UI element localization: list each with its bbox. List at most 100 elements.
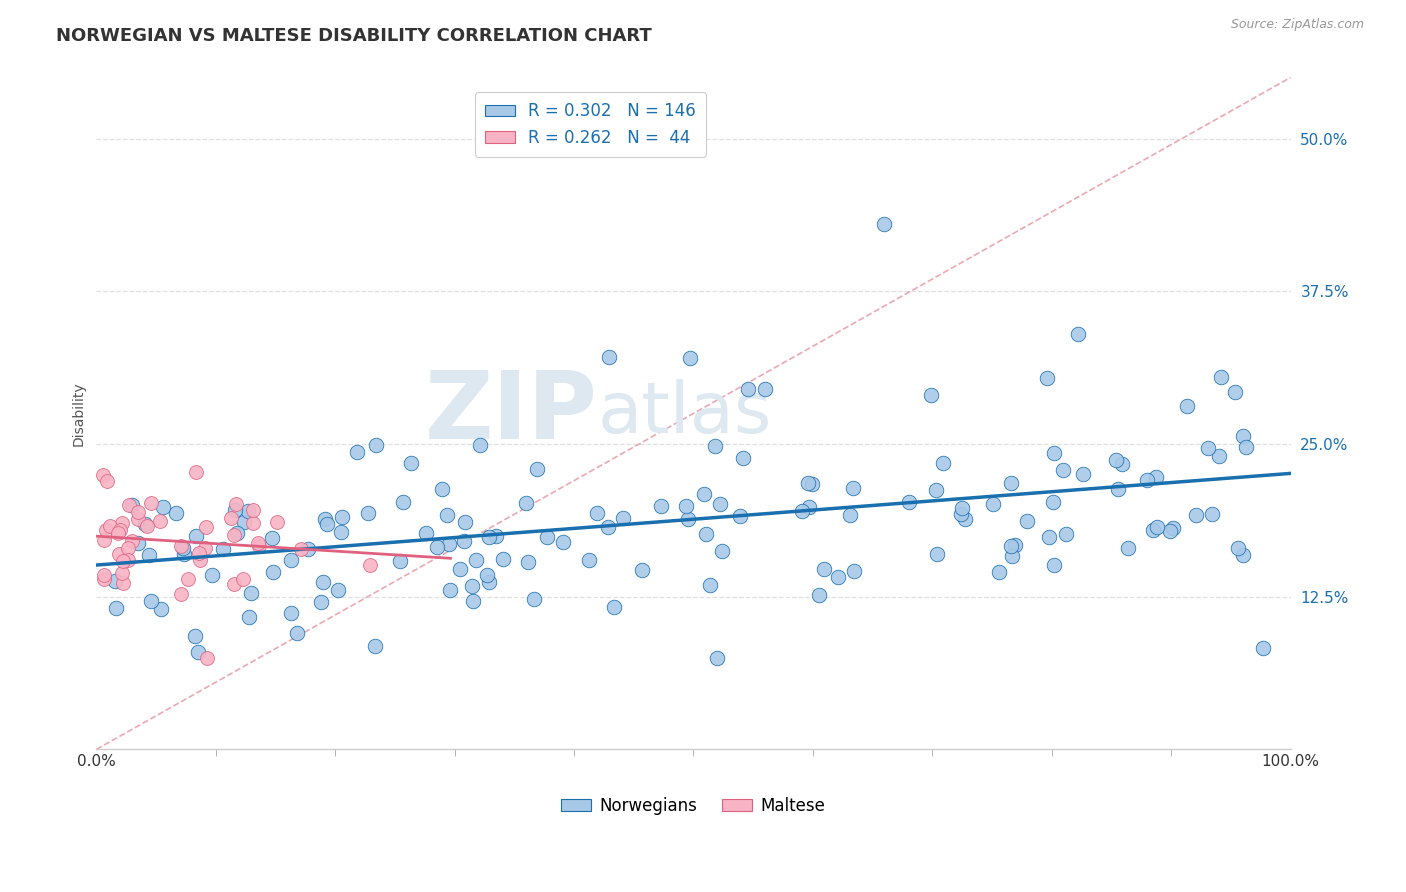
Point [93,572,115,586]
Point [1232,429,1254,443]
Point [925,547,948,561]
Point [1042,494,1064,508]
Point [1001,549,1024,564]
Point [121,533,143,548]
Point [150,602,173,616]
Point [280,606,302,620]
Point [112,553,135,567]
Text: NORWEGIAN VS MALTESE DISABILITY CORRELATION CHART: NORWEGIAN VS MALTESE DISABILITY CORRELAT… [56,27,652,45]
Point [135,519,157,533]
Point [873,217,896,231]
Point [515,496,537,510]
Y-axis label: Disability: Disability [72,381,86,446]
Point [1209,370,1232,384]
Point [121,498,143,512]
Point [172,541,194,556]
Point [247,539,270,553]
Point [211,542,233,557]
Point [195,650,218,665]
Point [733,451,755,466]
Point [111,516,134,530]
Point [260,531,283,545]
Point [138,548,160,562]
Point [187,645,209,659]
Point [844,564,866,578]
Point [186,465,208,479]
Point [679,351,702,366]
Point [675,499,697,513]
Point [1000,475,1022,490]
Point [695,527,717,541]
Point [96,474,118,488]
Point [1043,558,1066,572]
Point [526,461,548,475]
Point [1232,548,1254,562]
Point [127,504,149,518]
Point [898,495,921,509]
Point [110,524,132,538]
Point [650,499,672,513]
Point [711,543,734,558]
Text: atlas: atlas [598,379,772,448]
Point [1000,539,1022,553]
Point [475,567,498,582]
Point [219,511,242,525]
Point [553,535,575,549]
Point [238,610,260,624]
Point [242,516,264,530]
Point [232,515,254,529]
Legend: Norwegians, Maltese: Norwegians, Maltese [554,790,832,822]
Point [1175,399,1198,413]
Point [1253,640,1275,655]
Point [790,504,813,518]
Point [800,477,823,491]
Point [1197,441,1219,455]
Point [478,530,501,544]
Point [598,520,620,534]
Point [326,582,349,597]
Point [436,508,458,523]
Point [838,508,860,523]
Point [1004,537,1026,551]
Point [1161,521,1184,535]
Point [177,572,200,586]
Point [1043,446,1066,460]
Point [134,517,156,532]
Point [329,525,352,540]
Point [238,504,260,518]
Point [170,587,193,601]
Point [516,555,538,569]
Point [359,558,381,572]
Point [484,528,506,542]
Point [536,530,558,544]
Point [612,511,634,525]
Point [631,562,654,576]
Point [141,594,163,608]
Point [454,515,477,529]
Point [290,541,312,556]
Point [953,512,976,526]
Point [465,552,488,566]
Point [188,546,211,560]
Point [111,576,134,591]
Point [1054,526,1077,541]
Point [692,486,714,500]
Point [222,576,245,591]
Point [224,502,246,516]
Point [797,500,820,515]
Point [184,628,207,642]
Point [399,456,422,470]
Point [297,541,319,556]
Point [107,525,129,540]
Point [1038,530,1060,544]
Point [242,503,264,517]
Point [704,439,727,453]
Point [827,570,849,584]
Point [461,593,484,607]
Point [1067,326,1090,341]
Point [246,536,269,550]
Point [201,568,224,582]
Point [415,525,437,540]
Point [117,541,139,555]
Point [108,547,131,561]
